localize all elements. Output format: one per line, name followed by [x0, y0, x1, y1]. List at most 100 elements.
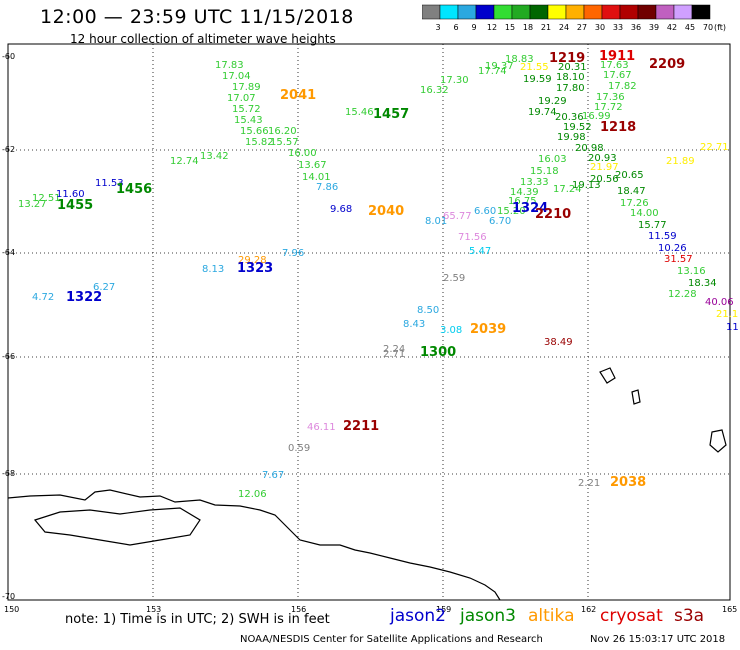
wave-height-label: 17.72: [594, 102, 623, 113]
lon-label: 159: [436, 605, 451, 614]
colorbar-swatch: [673, 4, 693, 20]
wave-height-label: 19.98: [557, 132, 586, 143]
lon-label: 165: [722, 605, 737, 614]
wave-height-label: 9.68: [330, 204, 352, 215]
wave-height-label: 2.71: [383, 349, 405, 360]
wave-height-label: 40.06: [705, 297, 734, 308]
wave-height-label: 18.10: [556, 72, 585, 83]
lat-label: -64: [2, 248, 15, 257]
lon-label: 162: [581, 605, 596, 614]
wave-height-label: 15.77: [638, 220, 667, 231]
wave-height-label: 13.16: [677, 266, 706, 277]
wave-height-label: 8.50: [417, 305, 439, 316]
wave-height-label: 17.67: [603, 70, 632, 81]
time-label: 1456: [116, 182, 152, 197]
wave-height-label: 8.01: [425, 216, 447, 227]
wave-height-label: 22.71: [700, 142, 729, 153]
colorbar-tick: 6: [453, 23, 458, 32]
wave-height-label: 7.86: [316, 182, 338, 193]
wave-height-label: 17.89: [232, 82, 261, 93]
wave-height-label: 71.56: [458, 232, 487, 243]
wave-height-label: 15.82: [245, 137, 274, 148]
colorbar-tick: 45: [685, 23, 695, 32]
wave-height-label: 16.03: [538, 154, 567, 165]
wave-height-label: 17.36: [596, 92, 625, 103]
lat-label: -62: [2, 145, 15, 154]
wave-height-label: 6.70: [489, 216, 511, 227]
legend-jason3: jason3: [460, 606, 516, 626]
wave-height-label: 17.30: [440, 75, 469, 86]
colorbar-swatch: [655, 4, 675, 20]
wave-height-label: 15.20: [497, 206, 526, 217]
wave-height-label: 11: [726, 322, 739, 333]
footer-note: note: 1) Time is in UTC; 2) SWH is in fe…: [65, 612, 330, 627]
wave-height-label: 12.28: [668, 289, 697, 300]
lon-label: 153: [146, 605, 161, 614]
time-label: 1219: [549, 51, 585, 66]
wave-height-label: 15.43: [234, 115, 263, 126]
wave-height-label: 15.72: [232, 104, 261, 115]
wave-height-label: 15.18: [530, 166, 559, 177]
wave-height-label: 12.51: [32, 193, 61, 204]
time-label: 1300: [420, 345, 456, 360]
island: [631, 389, 641, 405]
wave-height-label: 13.67: [298, 160, 327, 171]
grid: [8, 44, 730, 600]
colorbar-tick: 27: [577, 23, 587, 32]
wave-height-label: 14.00: [630, 208, 659, 219]
wave-height-label: 20.56: [590, 174, 619, 185]
island: [599, 367, 616, 384]
wave-height-label: 3.08: [440, 325, 462, 336]
wave-height-label: 19.74: [528, 107, 557, 118]
colorbar-unit: (ft): [714, 23, 726, 32]
colorbar-tick: 9: [471, 23, 476, 32]
wave-height-label: 12.74: [170, 156, 199, 167]
wave-height-label: 46.11: [307, 422, 336, 433]
island: [709, 429, 727, 453]
colorbar-swatch: [691, 4, 711, 20]
wave-height-label: 20.98: [575, 143, 604, 154]
time-label: 2041: [280, 88, 316, 103]
colorbar-tick: 3: [435, 23, 440, 32]
colorbar-swatch: [475, 4, 495, 20]
wave-height-label: 17.82: [608, 81, 637, 92]
wave-height-label: 13.33: [520, 177, 549, 188]
wave-height-label: 7.67: [262, 470, 284, 481]
wave-height-label: 6.27: [93, 282, 115, 293]
colorbar-tick: 39: [649, 23, 659, 32]
credit-text: NOAA/NESDIS Center for Satellite Applica…: [240, 634, 543, 645]
colorbar-tick: 30: [595, 23, 605, 32]
colorbar-tick: 36: [631, 23, 641, 32]
lat-label: -68: [2, 469, 15, 478]
colorbar-tick: 33: [613, 23, 623, 32]
wave-height-label: 19.29: [538, 96, 567, 107]
wave-height-label: 17.83: [215, 60, 244, 71]
colorbar-swatch: [457, 4, 477, 20]
wave-height-label: 11.60: [56, 189, 85, 200]
time-label: 2211: [343, 419, 379, 434]
time-label: 1457: [373, 107, 409, 122]
wave-height-label: 21.1: [716, 309, 738, 320]
wave-height-label: 7.96: [282, 248, 304, 259]
wave-height-label: 20.36: [555, 112, 584, 123]
wave-height-label: 11.59: [648, 231, 677, 242]
wave-height-label: 21.89: [666, 156, 695, 167]
legend-altika: altika: [528, 606, 575, 626]
colorbar-swatch: [601, 4, 621, 20]
wave-height-label: 19.52: [563, 122, 592, 133]
wave-height-label: 18.47: [617, 186, 646, 197]
time-label: 1323: [237, 261, 273, 276]
wave-height-label: 5.47: [469, 246, 491, 257]
wave-height-label: 15.66: [240, 126, 269, 137]
wave-height-label: 20.31: [558, 62, 587, 73]
lon-label: 156: [291, 605, 306, 614]
time-label: 2040: [368, 204, 404, 219]
wave-height-label: 17.63: [600, 60, 629, 71]
wave-height-label: 17.74: [478, 66, 507, 77]
colorbar-swatch: [422, 4, 441, 20]
wave-height-label: 18.34: [688, 278, 717, 289]
colorbar-tick: 70: [703, 23, 713, 32]
legend-s3a: s3a: [674, 606, 705, 626]
wave-height-label: 65.77: [443, 211, 472, 222]
lat-label: -66: [2, 352, 15, 361]
